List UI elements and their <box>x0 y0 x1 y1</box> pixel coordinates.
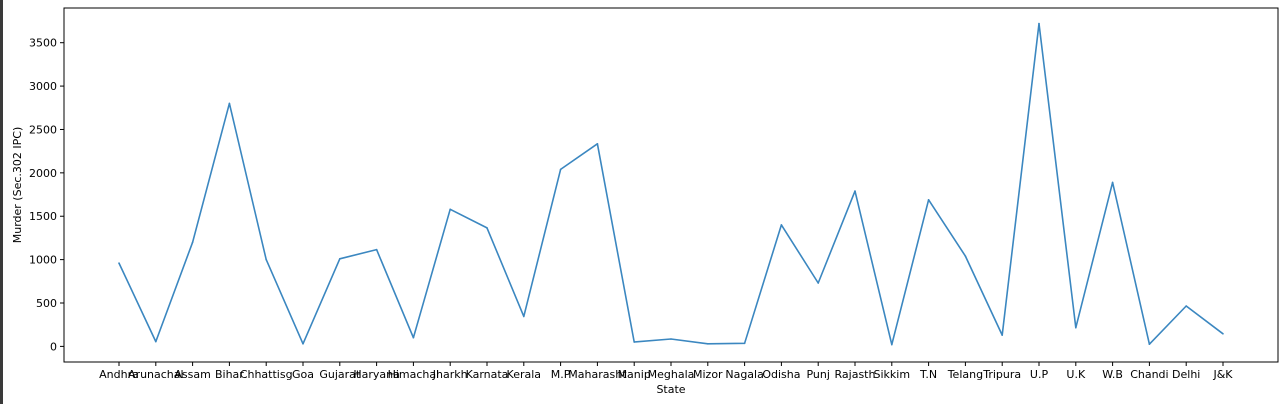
x-tick-label: W.B <box>1102 368 1123 381</box>
data-point <box>964 255 967 257</box>
y-tick-label: 1500 <box>29 210 57 223</box>
x-tick-label: U.P <box>1030 368 1049 381</box>
data-point <box>817 282 819 284</box>
x-tick-label: Telang <box>947 368 983 381</box>
y-tick-label: 2500 <box>29 123 57 136</box>
x-tick-label: Delhi <box>1172 368 1200 381</box>
data-point <box>375 248 378 251</box>
data-point <box>670 338 672 340</box>
data-point <box>927 198 930 201</box>
x-tick-label: Odisha <box>762 368 800 381</box>
data-point <box>1148 343 1151 346</box>
data-point <box>1001 334 1003 336</box>
y-tick-label: 3500 <box>29 37 57 50</box>
x-tick-label: Goa <box>292 368 314 381</box>
data-point <box>228 102 231 105</box>
x-tick-label: Haryana <box>353 368 400 381</box>
x-tick-label: Sikkim <box>874 368 911 381</box>
x-tick-label: Karnata <box>466 368 509 381</box>
x-axis-label: State <box>656 383 685 396</box>
x-tick-label: Gujarat <box>319 368 361 381</box>
data-point <box>780 224 783 226</box>
data-point <box>1111 181 1114 184</box>
x-tick-label: Kerala <box>507 368 542 381</box>
data-point <box>265 258 268 261</box>
x-tick-label: U.K <box>1066 368 1086 381</box>
data-point <box>891 343 893 346</box>
x-tick-label: Bihar <box>215 368 244 381</box>
data-point <box>1185 305 1187 307</box>
x-tick-label: Manip <box>618 368 651 381</box>
x-tick-label: Chhattisg <box>240 368 293 381</box>
x-tick-label: Rajasth <box>835 368 876 381</box>
x-tick-label: Tripura <box>982 368 1021 381</box>
y-axis-label: Murder (Sec.302 IPC) <box>11 127 24 244</box>
x-tick-label: Himachal <box>388 368 440 381</box>
data-point <box>449 208 452 211</box>
plot-area <box>63 7 1279 363</box>
data-point <box>486 227 488 229</box>
line-chart: 0 500 1000 1500 2000 2500 3000 3500 AndhraAruna… <box>11 7 1279 396</box>
y-axis: 0 500 1000 1500 2000 2500 3000 3500 <box>29 37 64 353</box>
x-tick-label: Assam <box>174 368 210 381</box>
data-point <box>339 257 341 260</box>
data-point <box>743 342 746 345</box>
data-point <box>596 142 599 145</box>
data-point <box>559 168 562 171</box>
x-tick-label: J&K <box>1212 368 1233 381</box>
data-point <box>191 241 194 244</box>
x-tick-label: T.N <box>919 368 937 381</box>
data-points <box>118 22 1224 346</box>
x-tick-label: Andhra <box>99 368 139 381</box>
y-tick-label: 3000 <box>29 80 57 93</box>
y-tick-label: 2000 <box>29 167 57 180</box>
y-tick-label: 500 <box>36 297 57 310</box>
x-tick-label: Punj <box>806 368 829 381</box>
data-point <box>707 342 709 345</box>
data-point <box>633 341 635 343</box>
data-point <box>854 190 856 192</box>
data-point <box>302 342 304 345</box>
x-tick-label: M.P <box>551 368 571 381</box>
data-point <box>155 340 157 343</box>
x-tick-label: Arunachal <box>128 368 184 381</box>
data-point <box>523 315 525 318</box>
data-point <box>1075 326 1077 329</box>
x-tick-label: Chandi <box>1130 368 1168 381</box>
x-tick-label: Nagala <box>725 368 764 381</box>
x-tick-label: Mizor <box>693 368 723 381</box>
data-point <box>1222 333 1224 335</box>
y-tick-label: 1000 <box>29 254 57 267</box>
data-point <box>412 336 415 339</box>
x-tick-label: Jharkh <box>432 368 468 381</box>
x-tick-label: Maharasht <box>568 368 627 381</box>
data-point <box>118 262 120 264</box>
data-point <box>1038 22 1040 25</box>
y-tick-label: 0 <box>50 340 57 353</box>
x-tick-label: Meghala <box>648 368 695 381</box>
